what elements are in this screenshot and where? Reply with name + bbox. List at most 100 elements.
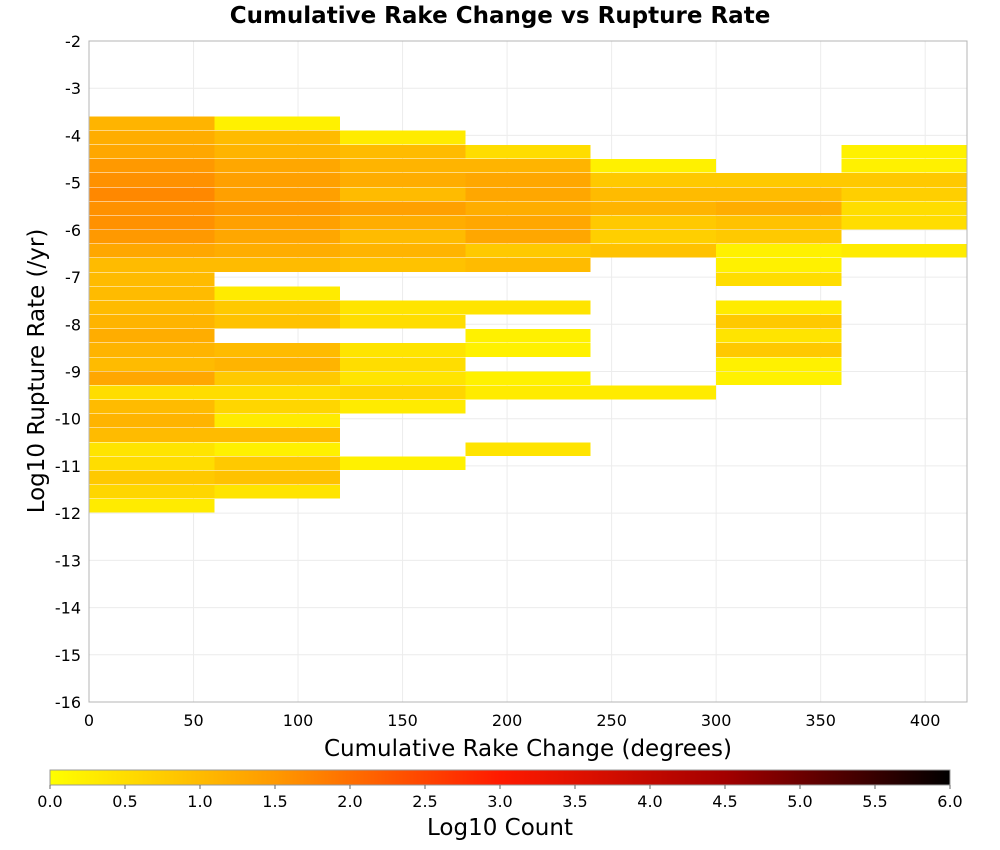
x-tick-labels: 0 50 100 150 200 250 300 350 400 bbox=[84, 711, 941, 730]
y-tick-label: -7 bbox=[65, 268, 81, 287]
heatmap-cell bbox=[339, 144, 466, 159]
heatmap-cell bbox=[465, 385, 591, 400]
y-tick-label: -5 bbox=[65, 174, 81, 193]
heatmap-cell bbox=[716, 258, 842, 272]
colorbar-tick-label: 2.0 bbox=[337, 792, 362, 811]
heatmap-cell bbox=[89, 470, 215, 485]
heatmap-cell bbox=[89, 357, 215, 372]
y-tick-label: -3 bbox=[65, 79, 81, 98]
x-tick-label: 100 bbox=[283, 711, 314, 730]
heatmap-cell bbox=[465, 244, 591, 258]
heatmap-cell bbox=[89, 187, 215, 202]
heatmap-cell bbox=[214, 215, 340, 230]
heatmap-cell bbox=[590, 187, 717, 202]
plot-border bbox=[88, 40, 968, 703]
heatmap-cell bbox=[465, 159, 591, 173]
heatmap-cell bbox=[339, 244, 466, 258]
heatmap-cell bbox=[716, 357, 842, 372]
colorbar-tick-label: 5.0 bbox=[787, 792, 812, 811]
y-tick-label: -11 bbox=[55, 457, 81, 476]
heatmap-cell bbox=[716, 314, 842, 329]
heatmap-cell bbox=[214, 159, 340, 173]
colorbar-tick-label: 4.5 bbox=[712, 792, 737, 811]
heatmap-cell bbox=[89, 159, 215, 173]
heatmap-cell bbox=[89, 413, 215, 428]
heatmap-cell bbox=[214, 470, 340, 485]
heatmap-cell bbox=[214, 244, 340, 258]
heatmap-cell bbox=[89, 300, 215, 315]
x-axis-label: Cumulative Rake Change (degrees) bbox=[324, 736, 732, 762]
colorbar-tick-label: 1.5 bbox=[262, 792, 287, 811]
colorbar-tick-label: 6.0 bbox=[937, 792, 962, 811]
y-tick-labels: -2 -3 -4 -5 -6 -7 -8 -9 -10 -11 -12 -13 -14 -15 -16 bbox=[55, 32, 81, 712]
heatmap-cell bbox=[841, 187, 967, 202]
heatmap-cell bbox=[89, 229, 215, 244]
heatmap-cell bbox=[339, 371, 466, 386]
heatmap-cell bbox=[89, 371, 215, 386]
x-tick-label: 400 bbox=[910, 711, 941, 730]
heatmap-cell bbox=[339, 258, 466, 272]
heatmap-cell bbox=[89, 385, 215, 400]
heatmap-cell bbox=[89, 314, 215, 329]
heatmap-cell bbox=[841, 215, 967, 230]
y-tick-label: -4 bbox=[65, 126, 81, 145]
heatmap-cell bbox=[214, 229, 340, 244]
heatmap-cell bbox=[716, 187, 842, 202]
heatmap-cell bbox=[465, 229, 591, 244]
heatmap-cell bbox=[214, 258, 340, 272]
x-tick-label: 250 bbox=[596, 711, 627, 730]
colorbar bbox=[49, 769, 951, 786]
heatmap-cell bbox=[89, 258, 215, 272]
heatmap-cell bbox=[339, 229, 466, 244]
colorbar-tick-label: 0.5 bbox=[112, 792, 137, 811]
heatmap-cell bbox=[89, 442, 215, 457]
heatmap-cell bbox=[716, 229, 842, 244]
y-tick-label: -15 bbox=[55, 646, 81, 665]
heatmap-cell bbox=[89, 343, 215, 357]
colorbar-tick-label: 1.0 bbox=[187, 792, 212, 811]
heatmap-cell bbox=[465, 187, 591, 202]
heatmap-cell bbox=[339, 159, 466, 173]
heatmap-cell bbox=[716, 244, 842, 258]
heatmap-cell bbox=[89, 244, 215, 258]
y-tick-label: -10 bbox=[55, 410, 81, 429]
heatmap-cell bbox=[590, 229, 717, 244]
y-tick-label: -14 bbox=[55, 599, 81, 618]
heatmap-cell bbox=[590, 385, 717, 400]
heatmap-cell bbox=[214, 173, 340, 187]
heatmap-cell bbox=[89, 498, 215, 513]
heatmap-cell bbox=[339, 385, 466, 400]
heatmap-cell bbox=[841, 173, 967, 187]
heatmap-cell bbox=[89, 173, 215, 187]
heatmap-cell bbox=[716, 201, 842, 216]
heatmap-cell bbox=[339, 173, 466, 187]
heatmap-cell bbox=[89, 215, 215, 230]
heatmap-cell bbox=[465, 329, 591, 343]
heatmap-cell bbox=[465, 173, 591, 187]
heatmap-cell bbox=[214, 371, 340, 386]
heatmap-cell bbox=[89, 272, 215, 287]
heatmap-cell bbox=[89, 428, 215, 442]
heatmap-cell bbox=[465, 442, 591, 457]
heatmap-cell bbox=[339, 357, 466, 372]
heatmap-cell bbox=[339, 187, 466, 202]
heatmap-cell bbox=[465, 300, 591, 315]
heatmap-cell bbox=[841, 244, 967, 258]
heatmap-cell bbox=[716, 173, 842, 187]
heatmap-cell bbox=[590, 244, 717, 258]
heatmap-cell bbox=[214, 484, 340, 499]
heatmap-cell bbox=[339, 201, 466, 216]
heatmap-cell bbox=[841, 201, 967, 216]
heatmap-cell bbox=[214, 300, 340, 315]
heatmap-cell bbox=[716, 300, 842, 315]
heatmap-cell bbox=[465, 215, 591, 230]
y-tick-label: -12 bbox=[55, 504, 81, 523]
heatmap-cell bbox=[214, 399, 340, 414]
heatmap-cell bbox=[590, 159, 717, 173]
x-tick-label: 350 bbox=[805, 711, 836, 730]
heatmap-cell bbox=[339, 215, 466, 230]
heatmap-cell bbox=[214, 385, 340, 400]
heatmap-cell bbox=[214, 201, 340, 216]
y-tick-label: -13 bbox=[55, 551, 81, 570]
